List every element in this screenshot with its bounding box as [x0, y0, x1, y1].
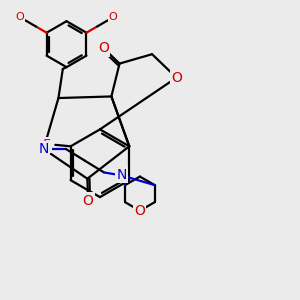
Text: O: O [98, 41, 109, 56]
Text: O: O [16, 12, 25, 22]
Text: O: O [82, 194, 94, 208]
Text: N: N [38, 142, 49, 156]
Text: O: O [109, 12, 117, 22]
Text: F: F [43, 138, 51, 152]
Text: N: N [116, 168, 127, 182]
Text: O: O [134, 204, 145, 218]
Text: O: O [171, 71, 182, 85]
